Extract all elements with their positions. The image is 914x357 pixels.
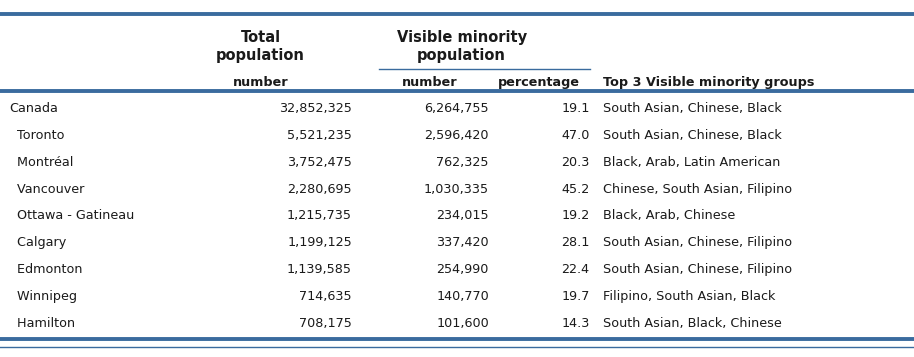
Text: 45.2: 45.2 <box>561 183 590 196</box>
Text: 19.2: 19.2 <box>561 210 590 222</box>
Text: Ottawa - Gatineau: Ottawa - Gatineau <box>9 210 134 222</box>
Text: Vancouver: Vancouver <box>9 183 84 196</box>
Text: 19.1: 19.1 <box>561 102 590 115</box>
Text: South Asian, Chinese, Black: South Asian, Chinese, Black <box>603 129 782 142</box>
Text: 1,215,735: 1,215,735 <box>287 210 352 222</box>
Text: Edmonton: Edmonton <box>9 263 82 276</box>
Text: 708,175: 708,175 <box>299 317 352 330</box>
Text: Black, Arab, Chinese: Black, Arab, Chinese <box>603 210 736 222</box>
Text: 1,030,335: 1,030,335 <box>424 183 489 196</box>
Text: 762,325: 762,325 <box>437 156 489 169</box>
Text: 337,420: 337,420 <box>436 236 489 249</box>
Text: number: number <box>233 76 288 89</box>
Text: 1,139,585: 1,139,585 <box>287 263 352 276</box>
Text: 19.7: 19.7 <box>561 290 590 303</box>
Text: 3,752,475: 3,752,475 <box>287 156 352 169</box>
Text: Visible minority: Visible minority <box>397 30 526 45</box>
Text: percentage: percentage <box>498 76 580 89</box>
Text: Winnipeg: Winnipeg <box>9 290 77 303</box>
Text: Toronto: Toronto <box>9 129 65 142</box>
Text: 14.3: 14.3 <box>561 317 590 330</box>
Text: Filipino, South Asian, Black: Filipino, South Asian, Black <box>603 290 776 303</box>
Text: 28.1: 28.1 <box>561 236 590 249</box>
Text: 22.4: 22.4 <box>561 263 590 276</box>
Text: 2,280,695: 2,280,695 <box>287 183 352 196</box>
Text: South Asian, Chinese, Filipino: South Asian, Chinese, Filipino <box>603 236 792 249</box>
Text: 5,521,235: 5,521,235 <box>287 129 352 142</box>
Text: 234,015: 234,015 <box>436 210 489 222</box>
Text: Total: Total <box>240 30 281 45</box>
Text: 714,635: 714,635 <box>299 290 352 303</box>
Text: 6,264,755: 6,264,755 <box>424 102 489 115</box>
Text: Top 3 Visible minority groups: Top 3 Visible minority groups <box>603 76 814 89</box>
Text: 20.3: 20.3 <box>561 156 590 169</box>
Text: Hamilton: Hamilton <box>9 317 75 330</box>
Text: 2,596,420: 2,596,420 <box>424 129 489 142</box>
Text: 32,852,325: 32,852,325 <box>279 102 352 115</box>
Text: 1,199,125: 1,199,125 <box>287 236 352 249</box>
Text: South Asian, Black, Chinese: South Asian, Black, Chinese <box>603 317 782 330</box>
Text: 47.0: 47.0 <box>561 129 590 142</box>
Text: South Asian, Chinese, Black: South Asian, Chinese, Black <box>603 102 782 115</box>
Text: Black, Arab, Latin American: Black, Arab, Latin American <box>603 156 781 169</box>
Text: population: population <box>417 48 506 63</box>
Text: South Asian, Chinese, Filipino: South Asian, Chinese, Filipino <box>603 263 792 276</box>
Text: population: population <box>216 48 305 63</box>
Text: 254,990: 254,990 <box>437 263 489 276</box>
Text: Calgary: Calgary <box>9 236 67 249</box>
Text: Chinese, South Asian, Filipino: Chinese, South Asian, Filipino <box>603 183 792 196</box>
Text: 101,600: 101,600 <box>436 317 489 330</box>
Text: Canada: Canada <box>9 102 58 115</box>
Text: 140,770: 140,770 <box>436 290 489 303</box>
Text: Montréal: Montréal <box>9 156 73 169</box>
Text: number: number <box>402 76 457 89</box>
